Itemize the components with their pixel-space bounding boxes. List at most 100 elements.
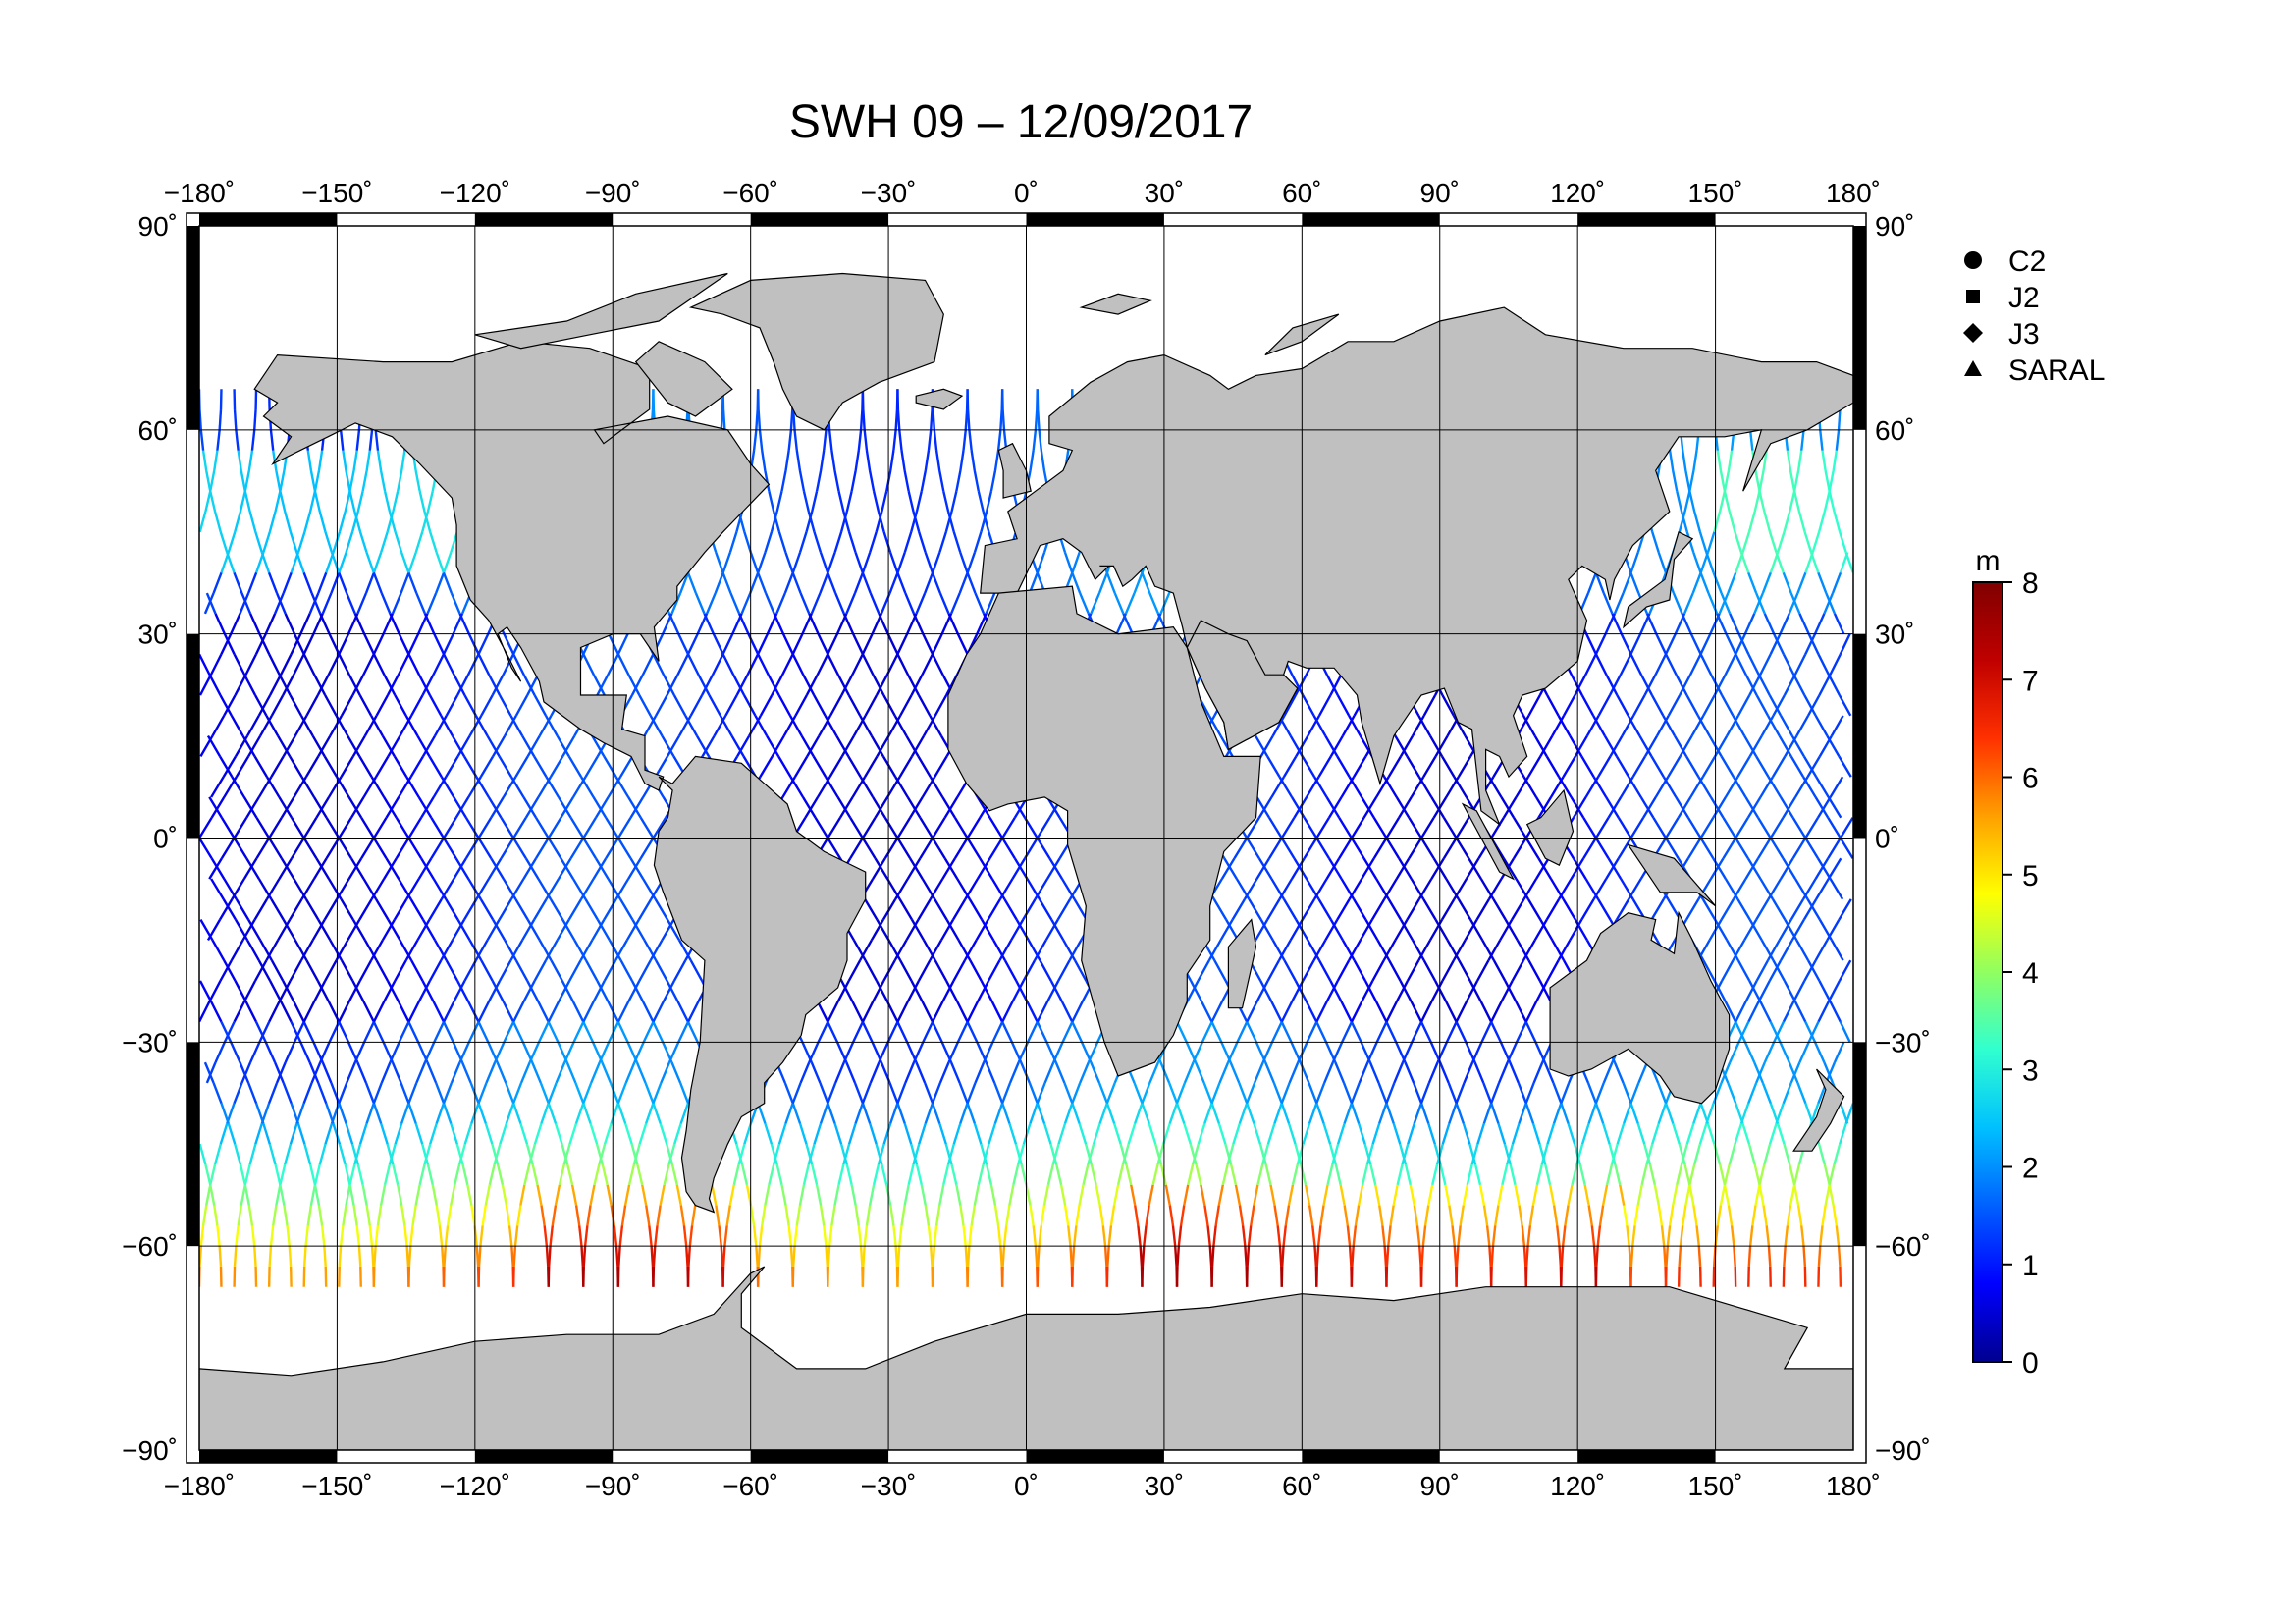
track-segment [601,1061,613,1084]
track-segment [616,817,632,839]
track-segment [1291,674,1305,696]
track-segment [313,490,321,513]
track-segment [511,1021,524,1043]
track-segment [428,959,443,982]
track-segment [849,817,864,839]
track-segment [950,490,958,513]
track-segment [1570,674,1583,696]
track-segment [1334,1061,1346,1084]
track-segment [859,776,875,798]
track-segment [1817,1001,1831,1023]
track-segment [989,1184,997,1206]
track-segment [808,1041,820,1063]
track-segment [811,1163,819,1186]
track-segment [398,1021,410,1043]
track-segment [805,1143,814,1165]
track-segment [214,613,226,635]
track-segment [1040,450,1046,471]
track-segment [1043,1061,1055,1084]
track-segment [273,1061,285,1084]
track-segment [421,1143,430,1165]
track-segment [258,633,271,655]
track-segment [201,1205,208,1226]
track-segment [442,552,453,573]
track-segment [1430,857,1445,880]
track-segment [1148,1123,1157,1145]
track-segment [662,674,675,696]
track-segment [1683,1163,1691,1186]
track-segment [1633,1205,1639,1226]
track-segment [1798,613,1810,635]
track-segment [938,470,945,492]
track-segment [1629,552,1639,573]
track-segment [949,1061,961,1084]
track-segment [1650,755,1665,778]
track-segment [934,694,948,717]
track-segment [861,571,872,594]
track-segment [1189,1143,1198,1165]
track-segment [1478,1184,1486,1206]
track-segment [1087,1143,1095,1165]
track-segment [1071,1246,1076,1268]
track-segment [1601,1184,1609,1206]
track-segment [1629,633,1642,655]
track-segment [950,1163,958,1186]
track-segment [861,653,875,676]
track-segment [310,592,322,615]
track-segment [1280,1021,1293,1043]
track-segment [219,694,233,717]
track-segment [686,633,699,655]
track-segment [1817,653,1831,676]
track-segment [1371,959,1385,982]
track-segment [828,429,833,451]
track-segment [882,959,896,982]
track-segment [1688,653,1702,676]
track-segment [845,1061,857,1084]
track-segment [338,1246,343,1268]
track-segment [348,470,355,492]
track-segment [929,715,943,737]
track-segment [1789,755,1805,778]
track-segment [365,1103,375,1124]
circle-marker-icon [1964,251,1982,269]
track-segment [454,857,470,880]
frame-bar-left [187,633,199,839]
track-segment [294,715,308,737]
track-segment [1116,1163,1125,1186]
track-segment [209,470,216,492]
track-segment [1837,1246,1842,1268]
track-segment [1036,817,1051,839]
track-segment [888,552,899,573]
track-segment [1069,1246,1074,1268]
track-segment [385,857,400,880]
track-segment [210,796,226,819]
track-segment [1459,1205,1465,1226]
track-segment [338,817,353,839]
track-segment [1744,674,1758,696]
track-segment [1499,919,1514,942]
track-segment [235,1225,240,1247]
track-segment [1054,1061,1066,1084]
track-segment [1688,490,1696,513]
track-segment [416,919,431,942]
track-segment [679,1103,690,1124]
track-segment [1744,980,1758,1002]
track-segment [351,674,365,696]
track-segment [798,470,806,492]
track-segment [1607,796,1623,819]
track-segment [466,653,480,676]
track-segment [738,613,750,635]
track-segment [1798,1041,1810,1063]
track-segment [234,980,247,1002]
track-segment [921,653,934,676]
track-segment [614,776,630,798]
track-segment [898,429,903,451]
track-segment [338,653,350,676]
track-segment [248,1041,261,1063]
track-segment [1782,857,1797,880]
track-segment [932,1246,936,1268]
track-segment [1580,1123,1590,1145]
frame-bar-top [1026,213,1164,226]
track-segment [1103,1246,1108,1268]
track-segment [1268,817,1283,839]
